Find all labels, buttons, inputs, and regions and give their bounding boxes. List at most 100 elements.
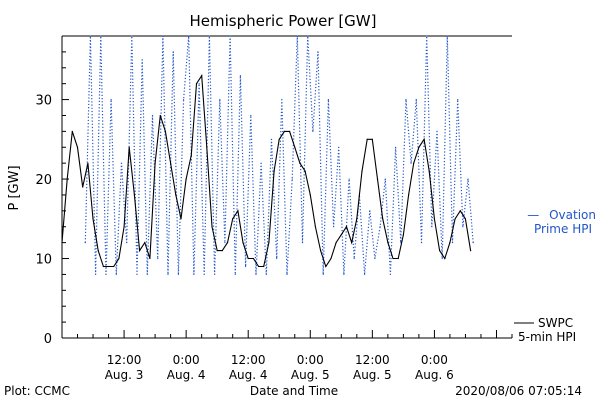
- ovation-point: [84, 242, 86, 244]
- swpc-point: [371, 138, 373, 140]
- swpc-point: [139, 250, 141, 252]
- swpc-series-line: [61, 74, 472, 268]
- legend-ovation-line1: — Ovation: [527, 208, 596, 222]
- x-tick-date: Aug. 3: [105, 368, 144, 382]
- swpc-point: [423, 138, 425, 140]
- ovation-point: [281, 99, 283, 101]
- ovation-point: [286, 273, 288, 275]
- ovation-point: [307, 35, 309, 37]
- ovation-point: [415, 99, 417, 101]
- swpc-point: [128, 146, 130, 148]
- ovation-point: [296, 35, 298, 37]
- swpc-point: [278, 138, 280, 140]
- y-tick-label: 10: [35, 253, 52, 268]
- swpc-point: [201, 75, 203, 77]
- legend-swpc-text1: SWPC: [538, 316, 573, 330]
- x-tick-date: Aug. 5: [353, 368, 392, 382]
- swpc-point: [175, 194, 177, 196]
- ovation-point: [115, 273, 117, 275]
- swpc-series: [61, 74, 472, 268]
- y-tick-label: 0: [44, 332, 52, 347]
- swpc-point: [444, 257, 446, 260]
- swpc-point: [92, 218, 94, 220]
- ovation-point: [472, 242, 474, 244]
- swpc-point: [470, 250, 472, 252]
- ovation-point: [95, 273, 97, 275]
- x-tick-time: 0:00: [421, 353, 448, 367]
- ovation-point: [436, 130, 438, 132]
- swpc-point: [226, 242, 229, 244]
- swpc-point: [211, 226, 213, 228]
- swpc-point: [289, 130, 291, 132]
- swpc-point: [397, 257, 399, 260]
- swpc-point: [366, 138, 368, 140]
- ovation-point: [322, 273, 324, 275]
- swpc-point: [252, 257, 254, 260]
- footer-plot-credit: Plot: CCMC: [4, 384, 70, 398]
- legend-swpc: SWPC 5-min HPI: [514, 316, 576, 344]
- swpc-point: [330, 257, 332, 260]
- ovation-point: [89, 35, 91, 37]
- swpc-point: [185, 178, 187, 180]
- y-axis-label: P [GW]: [7, 165, 22, 210]
- ovation-point: [141, 59, 143, 61]
- ovation-point: [291, 178, 293, 180]
- swpc-point: [97, 250, 99, 252]
- swpc-point: [387, 242, 389, 244]
- ovation-point: [229, 35, 231, 37]
- swpc-point: [82, 186, 84, 188]
- ovation-point: [198, 83, 200, 85]
- ovation-point: [126, 242, 128, 244]
- legend-ovation-text2: Prime HPI: [534, 222, 592, 236]
- swpc-point: [449, 242, 451, 244]
- ovation-point: [338, 146, 340, 148]
- ovation-point: [203, 273, 205, 275]
- swpc-point: [283, 130, 285, 132]
- ovation-point: [379, 226, 381, 228]
- swpc-point: [392, 257, 394, 260]
- ovation-point: [105, 273, 107, 275]
- swpc-point: [76, 146, 79, 148]
- ovation-point: [420, 242, 423, 244]
- x-tick-time: 12:00: [107, 353, 142, 367]
- swpc-point: [216, 250, 218, 252]
- ovation-point: [389, 273, 391, 275]
- plot-axes: [61, 35, 512, 339]
- ovation-point: [327, 99, 329, 101]
- swpc-point: [428, 170, 430, 172]
- ovation-point: [172, 51, 174, 53]
- swpc-point: [113, 265, 115, 268]
- legend-ovation: — Ovation Prime HPI: [527, 208, 596, 236]
- swpc-point: [268, 242, 270, 244]
- swpc-point: [464, 218, 466, 220]
- ovation-point: [162, 35, 164, 37]
- swpc-point: [459, 210, 461, 212]
- ovation-point: [110, 99, 112, 101]
- ovation-point: [208, 35, 210, 37]
- ovation-point: [348, 178, 350, 180]
- swpc-point: [170, 162, 172, 164]
- swpc-point: [320, 250, 322, 252]
- ovation-point: [120, 162, 123, 164]
- ovation-point: [250, 114, 252, 117]
- swpc-point: [263, 265, 265, 268]
- swpc-point: [206, 146, 208, 148]
- ovation-point: [467, 178, 469, 180]
- ovation-point: [462, 226, 464, 228]
- x-tick-time: 0:00: [297, 353, 324, 367]
- ovation-point: [214, 273, 216, 275]
- swpc-point: [232, 218, 234, 220]
- ovation-point: [219, 99, 221, 101]
- ovation-point: [183, 99, 185, 101]
- swpc-point: [159, 114, 161, 117]
- swpc-point: [413, 162, 415, 164]
- ovation-point: [451, 242, 454, 244]
- swpc-point: [382, 218, 384, 220]
- ovation-point: [410, 162, 412, 164]
- ovation-point: [100, 35, 102, 37]
- ovation-point: [343, 273, 345, 275]
- swpc-point: [247, 257, 249, 260]
- swpc-point: [376, 178, 379, 180]
